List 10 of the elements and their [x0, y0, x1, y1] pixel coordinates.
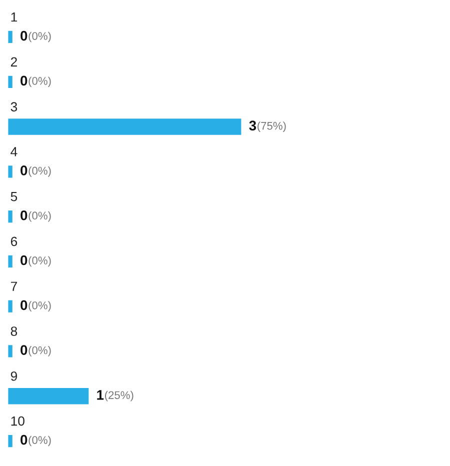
y-tick-label: 9 [10, 371, 17, 381]
y-tick-label: 5 [10, 192, 18, 202]
y-tick-label: 4 [10, 147, 18, 156]
y-tick-label: 1 [11, 12, 17, 22]
y-tick-label: 3 [10, 102, 18, 112]
y-tick-label: 6 [10, 236, 18, 246]
y-tick-label: 2 [10, 57, 17, 66]
y-tick-label: 10 [11, 416, 24, 426]
y-tick-label: 8 [10, 326, 18, 336]
y-tick-label: 7 [10, 282, 17, 291]
